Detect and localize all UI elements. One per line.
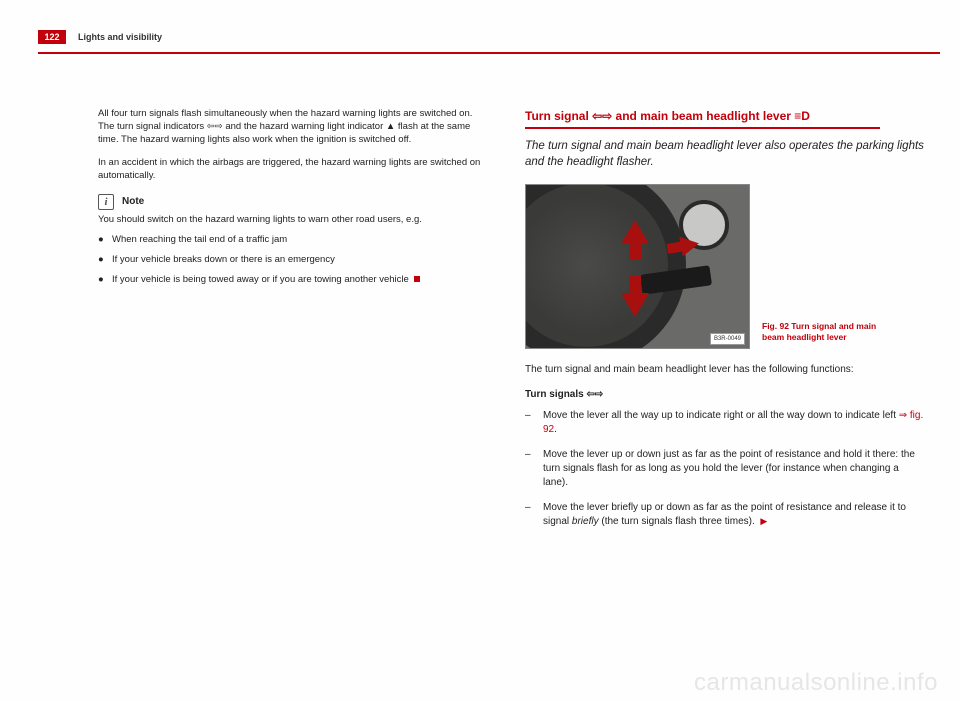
dash-icon: –	[525, 501, 543, 529]
bullet-icon: ●	[98, 274, 112, 287]
figure-caption: Fig. 92 Turn signal and main beam headli…	[762, 321, 882, 349]
list-item: – Move the lever all the way up to indic…	[525, 409, 925, 437]
list-text: Move the lever briefly up or down as far…	[543, 501, 925, 529]
page-number-badge: 122	[38, 30, 66, 44]
note-label: Note	[122, 195, 144, 209]
dash-icon: –	[525, 448, 543, 490]
steering-wheel-shape	[525, 184, 686, 349]
arrow-forward-icon	[679, 234, 700, 257]
arrow-down-icon	[621, 293, 649, 317]
arrow-up-icon	[621, 220, 649, 244]
page: 122 Lights and visibility All four turn …	[0, 0, 960, 701]
dash-icon: –	[525, 409, 543, 437]
right-column: Turn signal ⇦⇨ and main beam headlight l…	[525, 108, 925, 540]
list-item: ● If your vehicle breaks down or there i…	[98, 254, 488, 267]
left-column: All four turn signals flash simultaneous…	[98, 108, 488, 293]
list-text: Move the lever all the way up to indicat…	[543, 409, 925, 437]
list-item: ● When reaching the tail end of a traffi…	[98, 234, 488, 247]
figure-block: B3R-0049 Fig. 92 Turn signal and main be…	[525, 184, 925, 349]
list-text: If your vehicle breaks down or there is …	[112, 254, 335, 267]
section-title: Lights and visibility	[78, 32, 162, 42]
end-marker-icon	[414, 276, 420, 282]
watermark: carmanualsonline.info	[694, 669, 938, 697]
list-text: When reaching the tail end of a traffic …	[112, 234, 287, 247]
page-header: 122 Lights and visibility	[0, 0, 960, 54]
topic-heading: Turn signal ⇦⇨ and main beam headlight l…	[525, 108, 880, 129]
note-heading: i Note	[98, 194, 488, 210]
paragraph: All four turn signals flash simultaneous…	[98, 108, 488, 146]
header-rule	[38, 52, 940, 54]
paragraph: The turn signal and main beam headlight …	[525, 363, 925, 377]
paragraph: You should switch on the hazard warning …	[98, 214, 488, 227]
paragraph: In an accident in which the airbags are …	[98, 157, 488, 183]
info-icon: i	[98, 194, 114, 210]
list-item: – Move the lever up or down just as far …	[525, 448, 925, 490]
list-item: ● If your vehicle is being towed away or…	[98, 274, 488, 287]
figure-id-label: B3R-0049	[710, 333, 745, 345]
list-text: If your vehicle is being towed away or i…	[112, 274, 420, 287]
topic-subtitle: The turn signal and main beam headlight …	[525, 139, 925, 170]
figure-illustration: B3R-0049	[525, 184, 750, 349]
list-text: Move the lever up or down just as far as…	[543, 448, 925, 490]
sub-heading: Turn signals ⇦⇨	[525, 388, 925, 402]
list-item: – Move the lever briefly up or down as f…	[525, 501, 925, 529]
bullet-icon: ●	[98, 234, 112, 247]
bullet-icon: ●	[98, 254, 112, 267]
continue-arrow-icon: ▶	[760, 515, 767, 528]
